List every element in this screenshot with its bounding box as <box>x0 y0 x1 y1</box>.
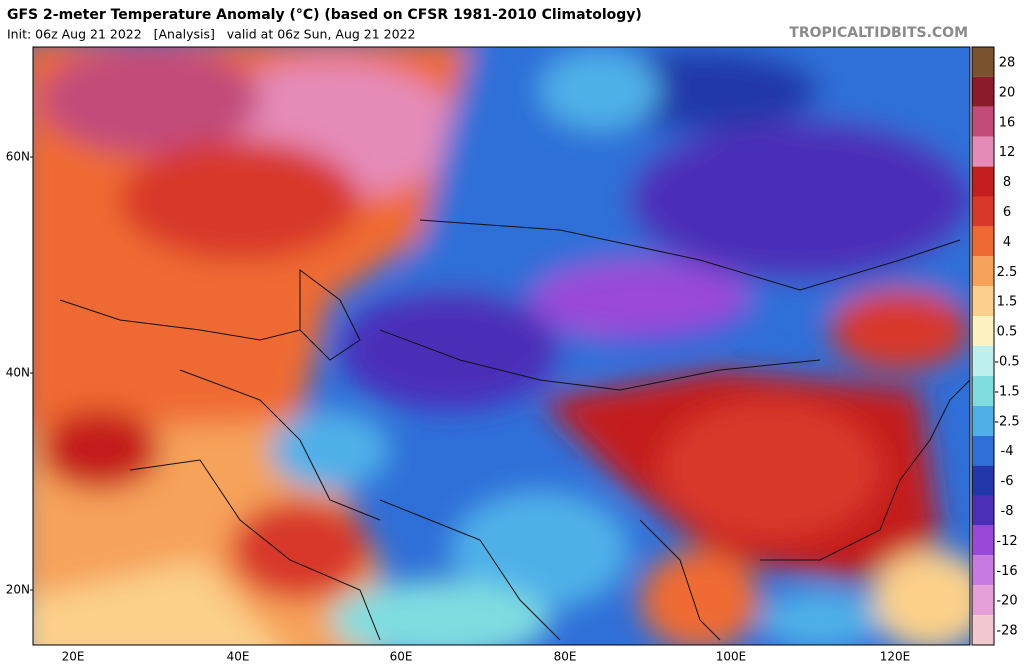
colorbar-band <box>972 375 994 406</box>
colorbar-label: -4 <box>1001 444 1014 459</box>
colorbar-label: -16 <box>996 564 1017 579</box>
colorbar-band <box>972 76 994 107</box>
source: TROPICALTIDBITS.COM <box>789 25 968 41</box>
lon-label: 20E <box>62 650 85 664</box>
colorbar-band <box>972 106 994 137</box>
colorbar-band <box>972 166 994 197</box>
subtitle: Init: 06z Aug 21 2022 [Analysis] valid a… <box>7 27 415 42</box>
colorbar-label: 0.5 <box>997 325 1018 340</box>
colorbar-band <box>972 465 994 496</box>
map-frame <box>32 46 971 646</box>
colorbar-band <box>972 256 994 287</box>
anomaly-field <box>33 47 970 645</box>
lon-label: 60E <box>390 650 413 664</box>
colorbar-label: -6 <box>1001 474 1014 489</box>
colorbar-label: 1.5 <box>997 295 1018 310</box>
lon-label: 80E <box>554 650 577 664</box>
colorbar-band <box>972 286 994 317</box>
colorbar-band <box>972 525 994 556</box>
colorbar-label: -28 <box>996 624 1017 639</box>
colorbar-label: 12 <box>999 145 1016 160</box>
colorbar-band <box>972 555 994 586</box>
coastlines <box>59 219 970 641</box>
colorbar-label: 6 <box>1003 205 1011 220</box>
lat-label: 40N <box>6 366 30 380</box>
colorbar-label: 20 <box>999 85 1016 100</box>
colorbar-band <box>972 47 994 77</box>
colorbar-label: 8 <box>1003 175 1011 190</box>
lon-label: 120E <box>880 650 911 664</box>
lon-label: 100E <box>716 650 747 664</box>
colorbar-band <box>972 615 994 645</box>
colorbar-label: 4 <box>1003 235 1011 250</box>
lat-label: 20N <box>6 583 30 597</box>
title: GFS 2-meter Temperature Anomaly (°C) (ba… <box>7 7 642 23</box>
colorbar-label: -0.5 <box>994 354 1019 369</box>
lon-label: 40E <box>227 650 250 664</box>
colorbar-band <box>972 316 994 346</box>
colorbar-band <box>972 435 994 466</box>
colorbar-label: 28 <box>999 55 1016 70</box>
colorbar-label: -12 <box>996 534 1017 549</box>
colorbar-label: 16 <box>999 115 1016 130</box>
colorbar-band <box>972 196 994 227</box>
colorbar-label: -2.5 <box>994 414 1019 429</box>
map <box>33 47 970 645</box>
colorbar-band <box>972 136 994 167</box>
colorbar-label: 2.5 <box>997 265 1018 280</box>
colorbar-band <box>972 495 994 526</box>
colorbar-label: -8 <box>1001 504 1014 519</box>
colorbar-label: -1.5 <box>994 384 1019 399</box>
lat-label: 60N <box>6 150 30 164</box>
colorbar-band <box>972 226 994 257</box>
colorbar-band <box>972 346 994 376</box>
colorbar-band <box>972 405 994 436</box>
colorbar-frame <box>971 46 995 646</box>
colorbar-band <box>972 585 994 616</box>
colorbar-label: -20 <box>996 594 1017 609</box>
